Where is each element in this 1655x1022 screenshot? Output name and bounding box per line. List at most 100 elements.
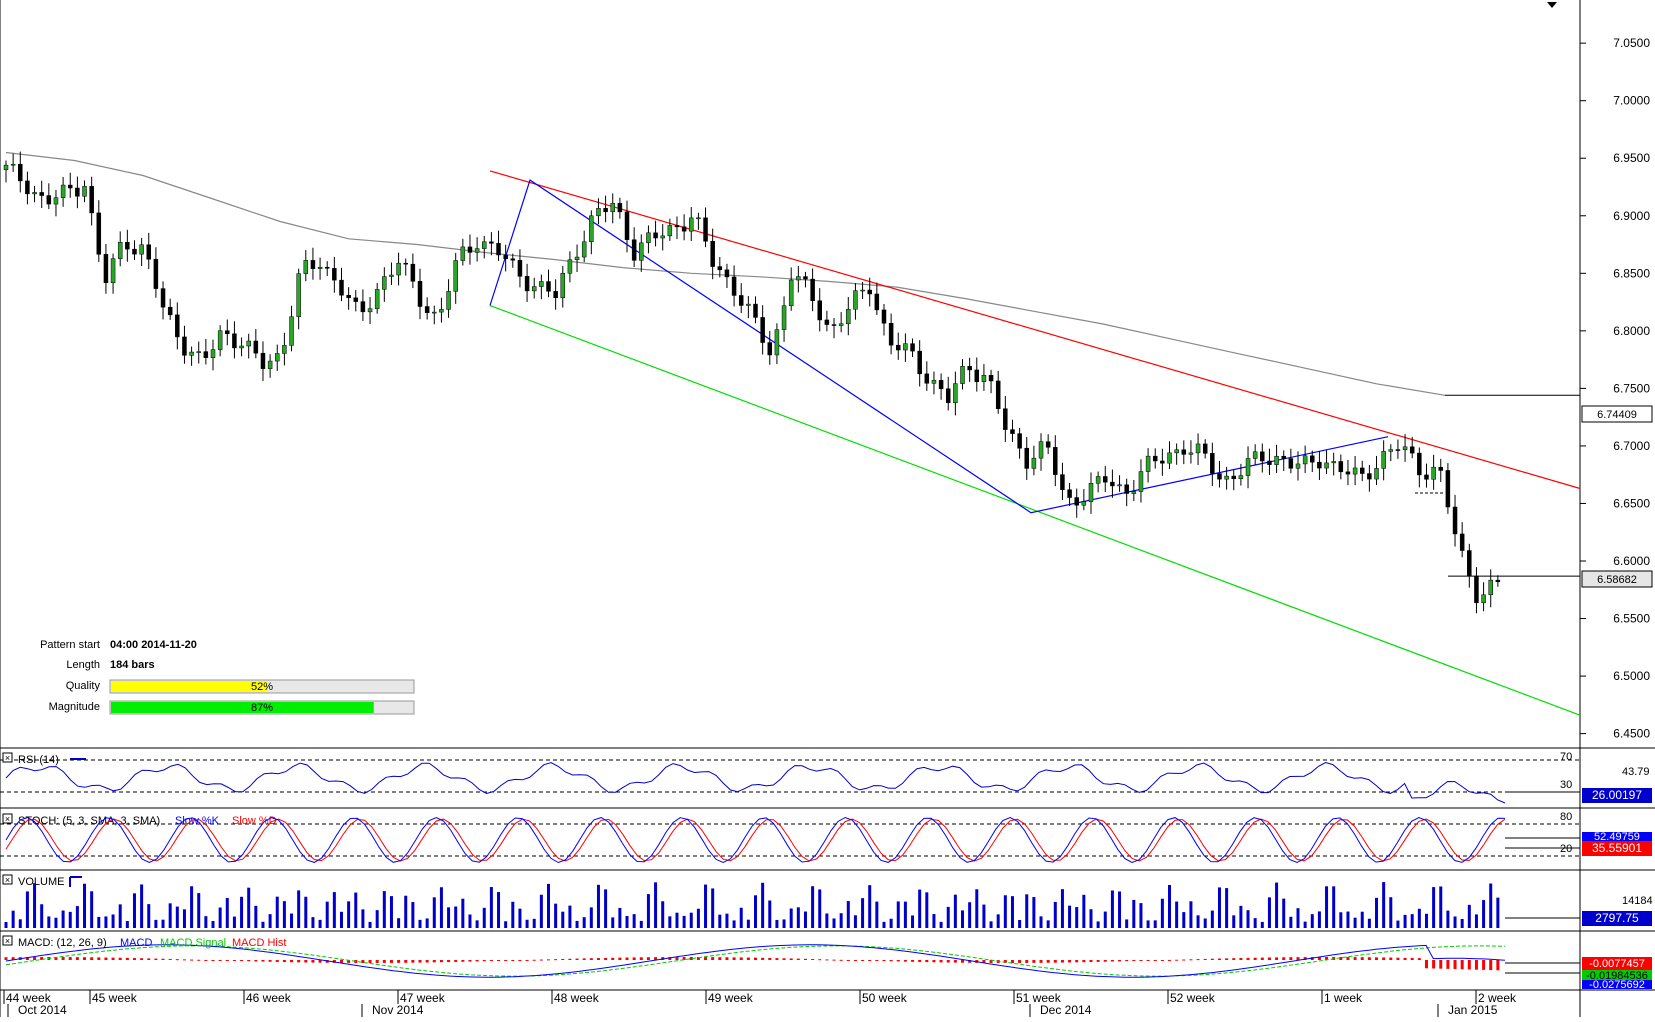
- macd-hist-bar: [754, 957, 757, 960]
- macd-hist-bar: [432, 960, 436, 963]
- macd-hist-bar: [1303, 957, 1307, 960]
- pattern-info-panel: Pattern start 04:00 2014-11-20 Length 18…: [40, 639, 415, 715]
- macd-hist-bar: [1460, 960, 1464, 970]
- candle-body: [453, 260, 458, 292]
- volume-bar: [953, 894, 957, 928]
- candle-body: [67, 184, 73, 189]
- volume-bar: [1118, 891, 1122, 928]
- candle-body: [53, 197, 59, 205]
- volume-bar: [554, 903, 558, 928]
- macd-hist-bar: [154, 958, 158, 960]
- candle-body: [374, 289, 380, 309]
- rsi-level-low-label: 30: [1560, 779, 1572, 791]
- volume-bar: [889, 918, 893, 928]
- candle-body: [303, 260, 309, 274]
- volume-bar: [68, 911, 72, 928]
- candle-body: [1117, 484, 1122, 487]
- macd-hist-bar: [204, 959, 208, 961]
- macd-hist-bar: [347, 960, 351, 963]
- candle-body: [917, 350, 922, 375]
- volume-bar: [853, 915, 857, 928]
- macd-hist-bar: [689, 957, 693, 960]
- volume-bar: [1103, 911, 1107, 928]
- volume-bar: [1225, 888, 1229, 928]
- rsi-close-icon[interactable]: [2, 752, 13, 763]
- candle-body: [1352, 467, 1358, 475]
- volume-bar: [1232, 915, 1236, 928]
- stoch-level-low-label: 20: [1560, 843, 1572, 855]
- volume-bar: [1203, 918, 1207, 928]
- macd-close-icon[interactable]: [2, 935, 13, 946]
- price-tick-label: 6.8500: [1613, 266, 1650, 280]
- macd-hist-bar: [1489, 960, 1493, 971]
- macd-hist-bar: [1453, 960, 1457, 970]
- magnitude-label: Magnitude: [49, 701, 100, 713]
- volume-bar: [425, 918, 429, 928]
- macd-hist-bar: [1196, 959, 1200, 961]
- candle-body: [817, 300, 822, 321]
- candle-body: [581, 241, 587, 258]
- volume-bar: [696, 908, 700, 928]
- candle-body: [439, 309, 444, 313]
- macd-hist-bar: [1339, 957, 1343, 960]
- macd-hist-bar: [961, 960, 965, 963]
- volume-bar: [582, 917, 586, 928]
- macd-hist-bar: [132, 958, 136, 960]
- macd-hist-bar: [511, 960, 515, 961]
- macd-hist-bar: [1232, 958, 1236, 960]
- candle-body: [746, 303, 751, 306]
- menu-arrow-icon[interactable]: [1547, 2, 1557, 8]
- candle-body: [724, 269, 730, 278]
- volume-bar: [11, 910, 15, 928]
- volume-close-icon[interactable]: [2, 874, 13, 885]
- macd-hist-bar: [939, 960, 943, 963]
- macd-hist-bar: [1367, 957, 1371, 960]
- volume-bar: [147, 904, 151, 928]
- candle-body: [838, 323, 844, 326]
- stoch-panel: × STOCH: (5, 3, SMA, 3, SMA) Slow %K Slo…: [0, 811, 1652, 864]
- macd-hist-bar: [489, 960, 493, 962]
- macd-hist-bar: [896, 960, 900, 962]
- candle-body: [1467, 550, 1472, 577]
- magnitude-bar-fill: [111, 702, 374, 713]
- volume-bar: [1068, 905, 1072, 928]
- macd-hist-bar: [568, 958, 572, 960]
- candle-body: [988, 374, 994, 382]
- candle-body: [1131, 491, 1137, 494]
- volume-bar: [404, 895, 408, 928]
- volume-bar: [1467, 904, 1471, 928]
- volume-bar: [682, 915, 686, 928]
- volume-bar: [882, 921, 886, 928]
- volume-bar: [297, 890, 301, 928]
- week-label: 47 week: [400, 991, 446, 1005]
- candle-body: [1324, 462, 1329, 469]
- candle-body: [1110, 481, 1115, 487]
- volume-bar: [739, 907, 743, 928]
- candle-body: [110, 258, 116, 283]
- time-axis: 44 week 45 week 46 week 47 week 48 week 49 we…: [3, 990, 1517, 1017]
- price-tick-label: 6.5500: [1613, 612, 1650, 626]
- macd-hist-bar: [111, 957, 115, 960]
- macd-hist-bar: [554, 959, 558, 961]
- volume-bar: [97, 916, 101, 928]
- volume-bar: [1210, 910, 1214, 928]
- candle-body: [1438, 466, 1444, 471]
- stoch-d-line: [5, 818, 1506, 862]
- volume-bar: [961, 910, 965, 928]
- macd-hist-bar: [83, 957, 87, 960]
- week-label: 46 week: [246, 991, 292, 1005]
- candle-body: [781, 305, 787, 330]
- volume-bar: [261, 921, 265, 928]
- stoch-close-icon[interactable]: [2, 813, 13, 824]
- candle-body: [774, 329, 780, 356]
- macd-hist-bar: [368, 960, 372, 963]
- current-price-label: 6.58682: [1581, 570, 1653, 588]
- macd-hist-bar: [882, 960, 886, 962]
- volume-bar: [932, 914, 936, 928]
- volume-bar: [832, 918, 836, 928]
- volume-bar: [596, 884, 600, 928]
- volume-bar: [746, 919, 750, 928]
- macd-hist-bar: [254, 960, 258, 962]
- candle-body: [1345, 471, 1351, 475]
